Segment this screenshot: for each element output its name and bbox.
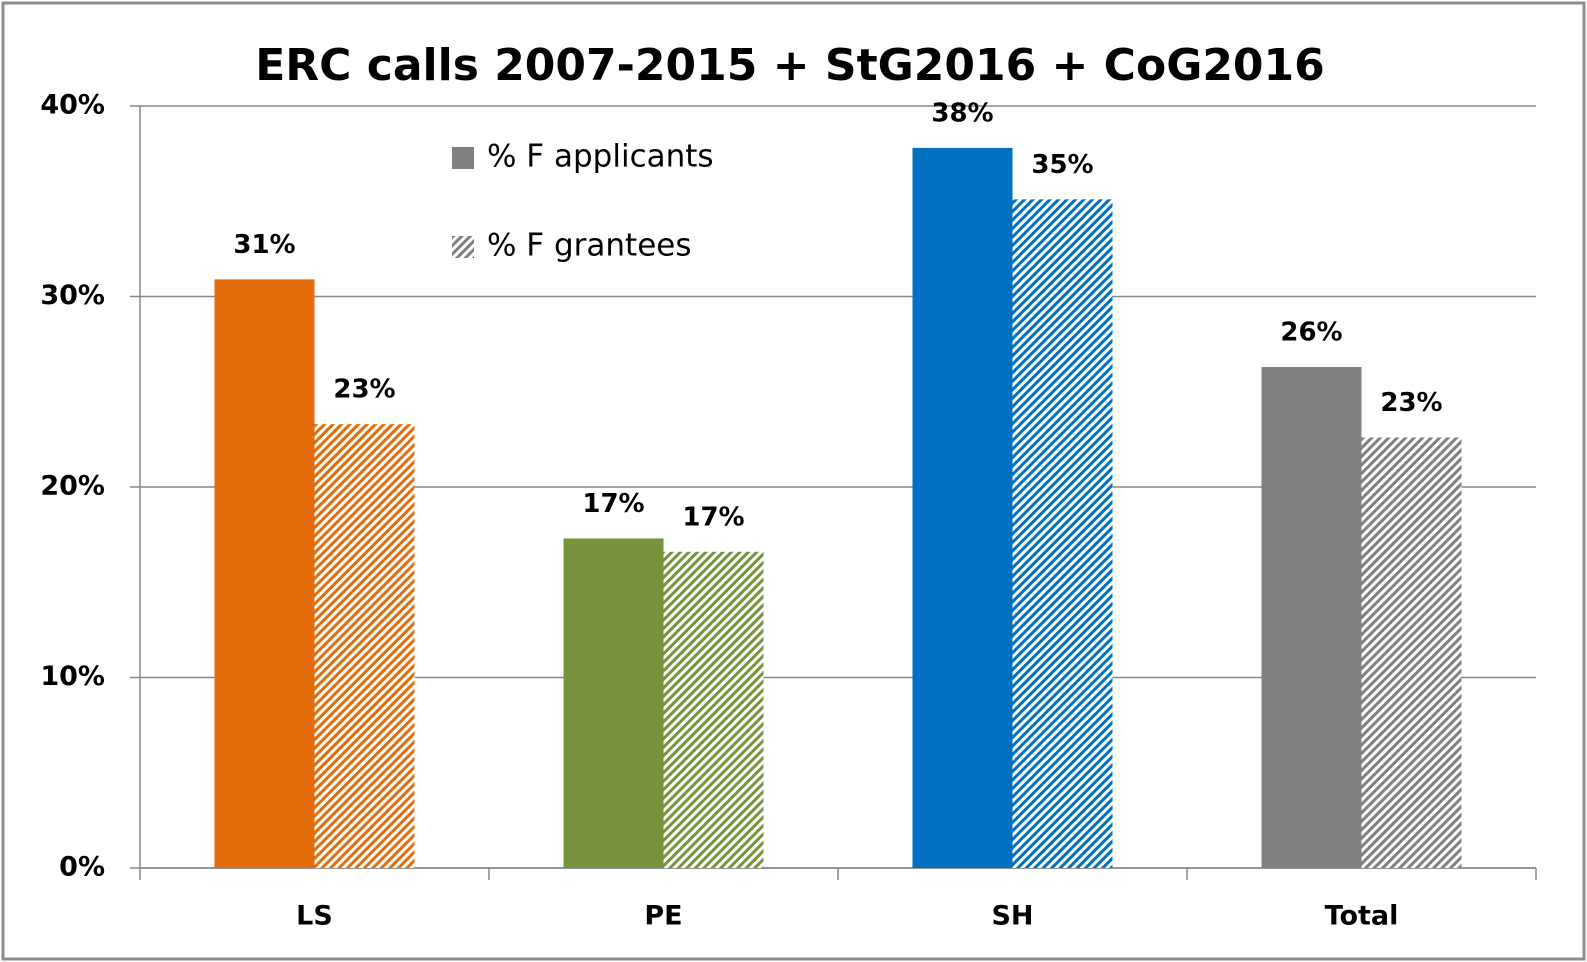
x-tick-label: LS — [296, 901, 333, 932]
y-tick-label: 40% — [40, 90, 105, 121]
data-label: 26% — [1280, 317, 1342, 347]
data-label: 35% — [1031, 150, 1093, 180]
x-tick-label: Total — [1325, 901, 1399, 932]
bar — [1261, 366, 1362, 868]
legend-swatch — [452, 236, 474, 258]
y-tick-label: 10% — [40, 661, 105, 692]
y-tick-label: 0% — [59, 852, 105, 883]
bar — [1361, 437, 1462, 868]
legend-swatch — [452, 147, 474, 169]
y-tick-label: 30% — [40, 280, 105, 311]
data-label: 23% — [1380, 388, 1442, 418]
data-label: 31% — [233, 230, 295, 260]
bar — [214, 279, 315, 869]
chart-title: ERC calls 2007-2015 + StG2016 + CoG2016 — [255, 40, 1325, 91]
bar — [663, 551, 764, 868]
data-label: 23% — [333, 375, 395, 405]
bar — [563, 538, 664, 868]
x-tick-label: SH — [991, 901, 1033, 932]
data-label: 17% — [582, 489, 644, 519]
bar — [1012, 199, 1113, 869]
y-tick-label: 20% — [40, 471, 105, 502]
bar — [314, 424, 415, 868]
legend-label: % F applicants — [487, 139, 714, 175]
bar — [912, 147, 1013, 868]
data-label: 38% — [931, 98, 993, 128]
legend-label: % F grantees — [487, 228, 692, 264]
x-tick-label: PE — [644, 901, 682, 932]
data-label: 17% — [682, 502, 744, 532]
